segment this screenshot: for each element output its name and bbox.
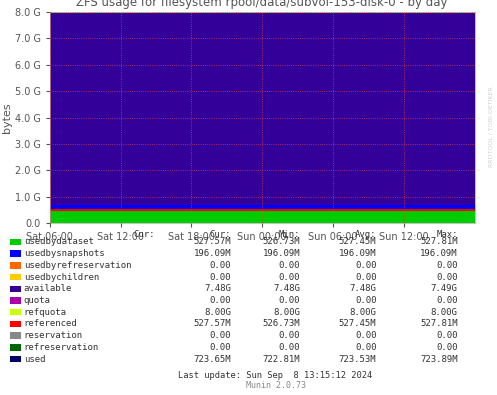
Text: 723.65M: 723.65M — [194, 355, 231, 363]
Text: 527.45M: 527.45M — [339, 320, 376, 329]
Text: 0.00: 0.00 — [210, 296, 231, 305]
Bar — [10, 286, 21, 292]
Text: available: available — [24, 284, 72, 293]
Text: usedbysnapshots: usedbysnapshots — [24, 249, 104, 258]
Text: 196.09M: 196.09M — [194, 249, 231, 258]
Text: referenced: referenced — [24, 320, 78, 329]
Text: 0.00: 0.00 — [436, 261, 458, 270]
Text: 526.73M: 526.73M — [262, 320, 300, 329]
Text: refquota: refquota — [24, 308, 67, 317]
Bar — [10, 250, 21, 257]
Text: 0.00: 0.00 — [279, 331, 300, 340]
Bar — [10, 262, 21, 269]
Text: 0.00: 0.00 — [210, 273, 231, 282]
Text: 7.48G: 7.48G — [349, 284, 376, 293]
Text: 0.00: 0.00 — [436, 331, 458, 340]
Text: 0.00: 0.00 — [436, 343, 458, 352]
Text: 0.00: 0.00 — [279, 296, 300, 305]
Text: 0.00: 0.00 — [355, 343, 376, 352]
Text: 527.45M: 527.45M — [339, 237, 376, 246]
Title: ZFS usage for filesystem rpool/data/subvol-153-disk-0 - by day: ZFS usage for filesystem rpool/data/subv… — [77, 0, 448, 9]
Text: 196.09M: 196.09M — [420, 249, 458, 258]
Bar — [10, 344, 21, 351]
Text: 0.00: 0.00 — [279, 273, 300, 282]
Bar — [10, 356, 21, 362]
Text: 196.09M: 196.09M — [262, 249, 300, 258]
Bar — [10, 309, 21, 316]
Text: 0.00: 0.00 — [355, 296, 376, 305]
Bar — [10, 333, 21, 339]
Text: 8.00G: 8.00G — [273, 308, 300, 317]
Text: 8.00G: 8.00G — [431, 308, 458, 317]
Text: Cur:: Cur: — [210, 230, 231, 239]
Text: quota: quota — [24, 296, 51, 305]
Text: 0.00: 0.00 — [210, 261, 231, 270]
Text: Min:: Min: — [279, 230, 300, 239]
Text: used: used — [24, 355, 45, 363]
Text: 723.53M: 723.53M — [339, 355, 376, 363]
Text: Cur:: Cur: — [134, 230, 155, 239]
Text: Last update: Sun Sep  8 13:15:12 2024: Last update: Sun Sep 8 13:15:12 2024 — [178, 371, 373, 380]
Text: 0.00: 0.00 — [355, 273, 376, 282]
Text: 526.73M: 526.73M — [262, 237, 300, 246]
Bar — [10, 239, 21, 245]
Text: 196.09M: 196.09M — [339, 249, 376, 258]
Text: Avg:: Avg: — [355, 230, 376, 239]
Text: 527.57M: 527.57M — [194, 320, 231, 329]
Text: 8.00G: 8.00G — [349, 308, 376, 317]
Text: 8.00G: 8.00G — [204, 308, 231, 317]
Text: Max:: Max: — [436, 230, 458, 239]
Text: 527.81M: 527.81M — [420, 237, 458, 246]
Text: 0.00: 0.00 — [355, 331, 376, 340]
Bar — [10, 274, 21, 280]
Text: Munin 2.0.73: Munin 2.0.73 — [246, 381, 306, 390]
Bar — [10, 321, 21, 327]
Y-axis label: bytes: bytes — [2, 102, 12, 133]
Text: usedbyrefreservation: usedbyrefreservation — [24, 261, 131, 270]
Text: 0.00: 0.00 — [279, 261, 300, 270]
Text: 7.49G: 7.49G — [431, 284, 458, 293]
Text: usedbychildren: usedbychildren — [24, 273, 99, 282]
Text: 527.57M: 527.57M — [194, 237, 231, 246]
Text: 527.81M: 527.81M — [420, 320, 458, 329]
Text: 0.00: 0.00 — [279, 343, 300, 352]
Text: 0.00: 0.00 — [436, 296, 458, 305]
Text: 7.48G: 7.48G — [273, 284, 300, 293]
Bar — [10, 297, 21, 304]
Text: 723.89M: 723.89M — [420, 355, 458, 363]
Text: 722.81M: 722.81M — [262, 355, 300, 363]
Text: 0.00: 0.00 — [210, 343, 231, 352]
Text: 7.48G: 7.48G — [204, 284, 231, 293]
Text: 0.00: 0.00 — [210, 331, 231, 340]
Text: usedbydataset: usedbydataset — [24, 237, 93, 246]
Text: 0.00: 0.00 — [436, 273, 458, 282]
Text: refreservation: refreservation — [24, 343, 99, 352]
Text: RRDTOOL / TOBI OETIKER: RRDTOOL / TOBI OETIKER — [489, 86, 494, 167]
Text: reservation: reservation — [24, 331, 83, 340]
Text: 0.00: 0.00 — [355, 261, 376, 270]
